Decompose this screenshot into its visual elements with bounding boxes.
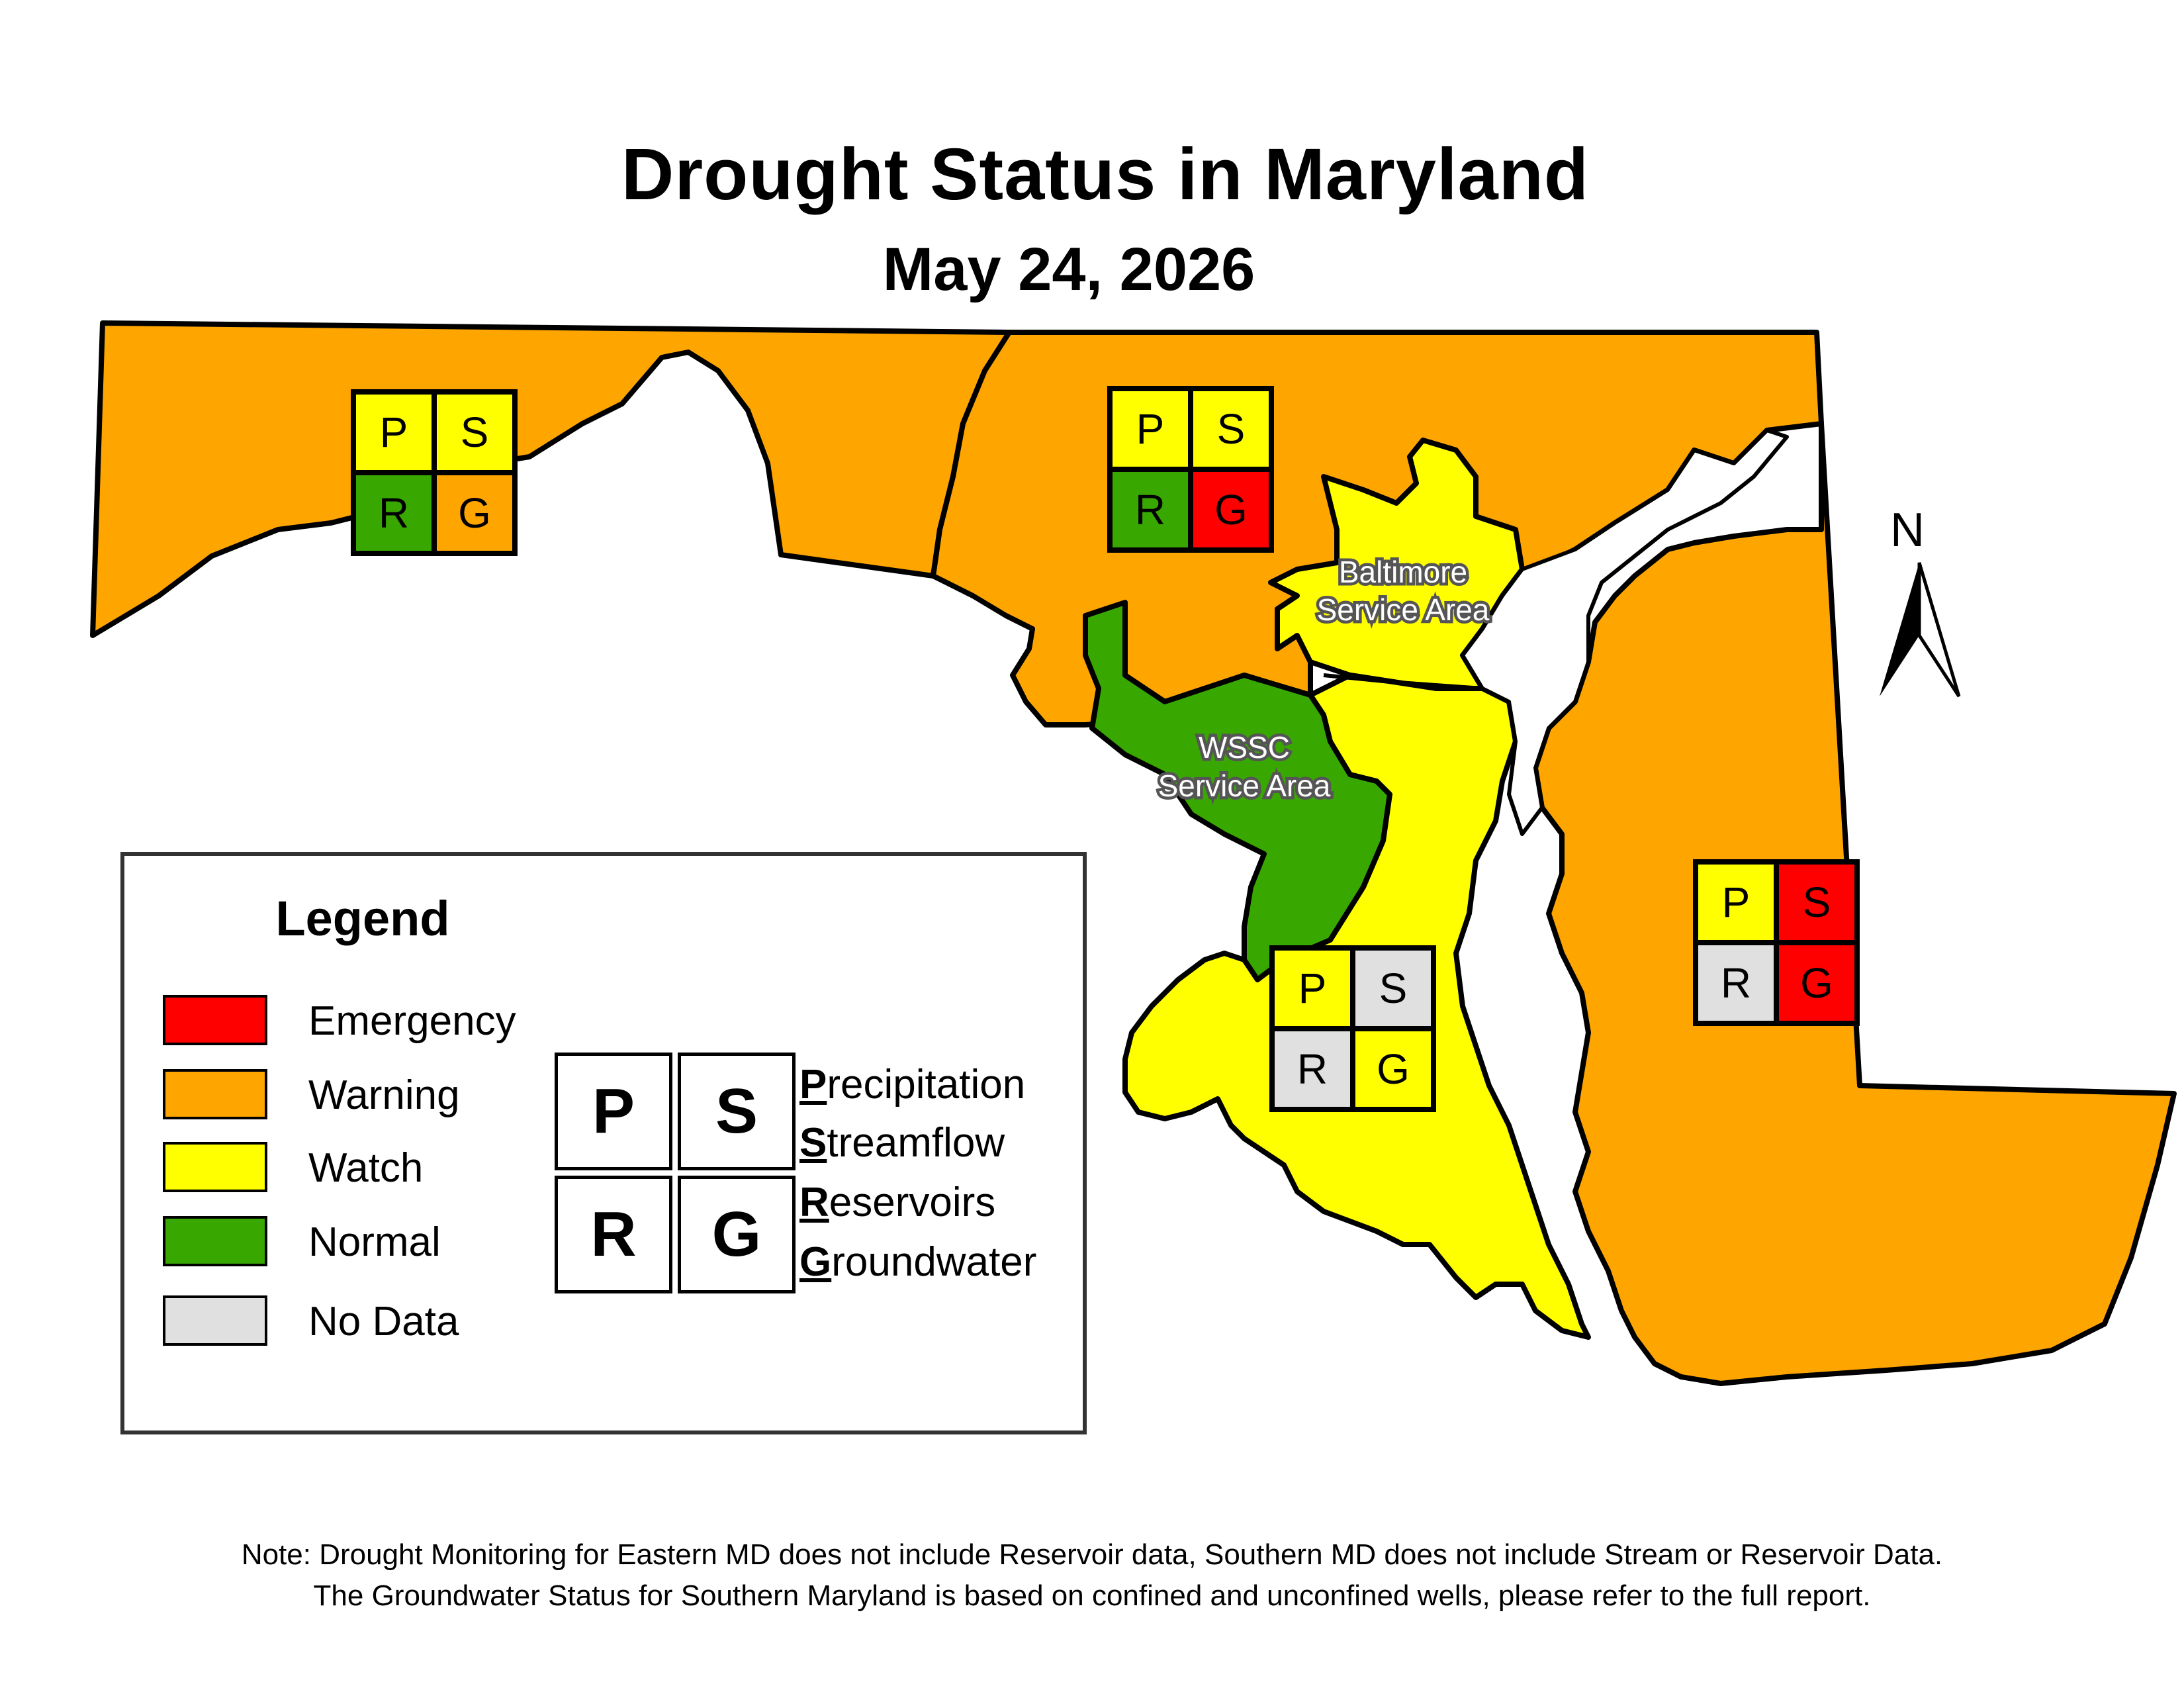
legend-label: No Data [308,1299,459,1344]
status-cell-reservoirs: R [1110,469,1191,550]
legend-key-letter: G [678,1176,796,1293]
key-initial: S [799,1120,827,1166]
status-cell-streamflow: S [1776,862,1857,943]
status-grid-western: P S R G [351,389,518,556]
legend-key-letter: S [678,1053,796,1170]
legend-key-precipitation: Precipitation [799,1061,1025,1108]
status-cell-streamflow: S [1353,948,1433,1029]
legend-key-streamflow: Streamflow [799,1119,1005,1166]
legend-label: Emergency [308,998,516,1044]
north-arrow-label: N [1890,504,1925,557]
north-arrow-icon [1880,562,1961,698]
county-boundary-line [1323,673,1483,690]
status-cell-groundwater: G [1191,469,1271,550]
footnote-line-1: Note: Drought Monitoring for Eastern MD … [241,1538,1943,1571]
legend-key-grid: P S R G [555,1053,796,1293]
legend-label: Watch [308,1145,424,1191]
key-initial: R [799,1180,829,1225]
legend-swatch [163,1142,267,1192]
baltimore-service-area-label-line2: Service Area [1317,592,1490,627]
legend-swatch [163,995,267,1045]
status-cell-precipitation: P [1696,862,1776,943]
legend-key-letter: R [555,1176,672,1293]
key-initial: P [799,1062,827,1107]
legend: Legend Emergency Warning Watch Normal No… [120,852,1087,1434]
legend-title: Legend [275,891,450,946]
status-cell-precipitation: P [353,392,434,473]
status-grid-eastern: P S R G [1693,859,1860,1026]
status-cell-reservoirs: R [1696,943,1776,1023]
status-cell-groundwater: G [434,473,515,553]
status-grid-central: P S R G [1107,386,1274,553]
county-boundary-line [1633,528,1821,578]
footnote: Note: Drought Monitoring for Eastern MD … [0,1534,2184,1617]
legend-key-reservoirs: Reservoirs [799,1179,995,1226]
key-initial: G [799,1239,832,1285]
legend-item-watch: Watch [163,1142,626,1195]
legend-swatch [163,1295,267,1346]
status-cell-precipitation: P [1110,389,1191,469]
legend-key-groundwater: Groundwater [799,1239,1036,1286]
legend-item-emergency: Emergency [163,995,626,1048]
status-cell-streamflow: S [1191,389,1271,469]
status-cell-precipitation: P [1272,948,1353,1029]
legend-swatch [163,1069,267,1119]
status-grid-southern: P S R G [1269,945,1436,1112]
chesapeake-bay [1461,428,1789,836]
key-rest: treamflow [827,1120,1005,1166]
legend-item-no-data: No Data [163,1295,626,1348]
status-cell-groundwater: G [1776,943,1857,1023]
legend-swatch [163,1216,267,1266]
key-rest: roundwater [831,1239,1037,1285]
key-rest: eservoirs [829,1180,996,1225]
legend-label: Normal [308,1219,441,1265]
page-title: Drought Status in Maryland [621,134,1590,215]
baltimore-service-area-label-line1: Baltimore [1339,555,1467,589]
status-cell-groundwater: G [1353,1029,1433,1109]
legend-item-warning: Warning [163,1069,626,1122]
status-cell-streamflow: S [434,392,515,473]
legend-key-letter: P [555,1053,672,1170]
wssc-service-area-label-line2: Service Area [1158,769,1331,803]
county-boundary-line [931,331,1011,577]
wssc-service-area-label-line1: WSSC [1199,730,1290,765]
footnote-line-2: The Groundwater Status for Southern Mary… [313,1579,1871,1612]
map-date: May 24, 2026 [882,236,1255,303]
key-rest: recipitation [827,1062,1026,1107]
status-cell-reservoirs: R [1272,1029,1353,1109]
region-western [90,320,1012,638]
status-cell-reservoirs: R [353,473,434,553]
legend-item-normal: Normal [163,1216,626,1269]
region-eastern-shore [1533,421,2177,1386]
legend-label: Warning [308,1072,460,1118]
